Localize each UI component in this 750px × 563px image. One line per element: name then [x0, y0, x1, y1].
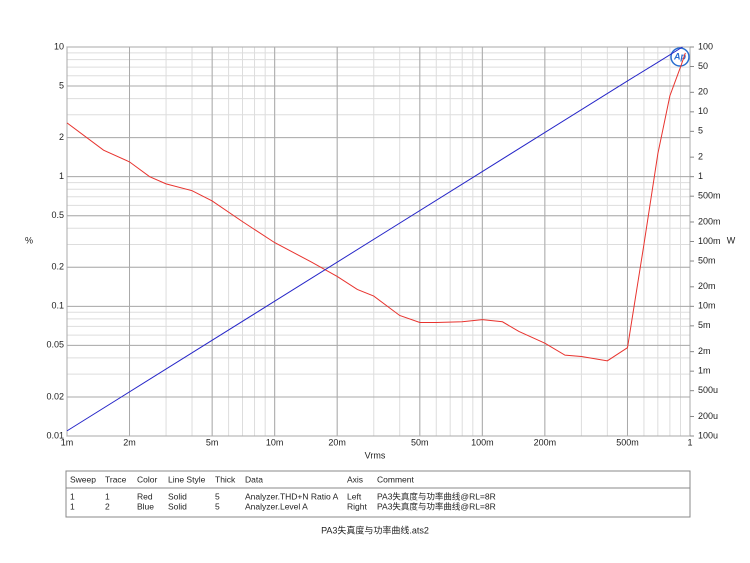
- table-cell: Left: [347, 491, 362, 501]
- logo: Ap: [670, 47, 690, 67]
- series-line: [66, 52, 686, 362]
- table-cell: Right: [347, 501, 367, 511]
- y2-tick-label: 50: [698, 61, 708, 71]
- table-cell: Solid: [168, 491, 187, 501]
- table-cell: Solid: [168, 501, 187, 511]
- x-tick-label: 500m: [616, 437, 639, 447]
- y2-tick-label: 500m: [698, 191, 721, 201]
- y-tick-label: 0.2: [51, 262, 64, 272]
- x-tick-label: 1m: [61, 437, 74, 447]
- table-header: Thick: [215, 474, 236, 484]
- y2-axis-label: W: [727, 235, 736, 245]
- x-axis-label: Vrms: [365, 450, 386, 460]
- logo-text: Ap: [673, 51, 686, 61]
- table-header: Trace: [105, 474, 127, 484]
- table-cell: Analyzer.THD+N Ratio A: [245, 491, 339, 501]
- y-tick-label: 0.5: [51, 210, 64, 220]
- y-axis-label: %: [25, 235, 33, 245]
- y-tick-label: 1: [59, 171, 64, 181]
- table-cell: 5: [215, 501, 220, 511]
- y2-tick-label: 50m: [698, 255, 716, 265]
- y2-tick-label: 5: [698, 126, 703, 136]
- y2-tick-label: 500u: [698, 385, 718, 395]
- legend-table: Sweep Trace Color Line Style Thick Data Axis Co…: [65, 470, 691, 518]
- y2-tick-label: 200m: [698, 216, 721, 226]
- table-cell: Red: [137, 491, 153, 501]
- table-header: Sweep: [70, 474, 96, 484]
- y2-tick-label: 100u: [698, 430, 718, 440]
- y2-tick-label: 20: [698, 87, 708, 97]
- table-cell: 2: [105, 501, 110, 511]
- series-line: [66, 46, 683, 432]
- grid: [66, 46, 691, 437]
- y-tick-label: 0.01: [46, 430, 64, 440]
- y2-tick-label: 10: [698, 106, 708, 116]
- table-border: [65, 470, 691, 518]
- y-tick-label: 0.02: [46, 391, 64, 401]
- table-header: Comment: [377, 474, 414, 484]
- table-cell: PA3失真度与功率曲线@RL=8R: [377, 501, 496, 511]
- x-tick-label: 50m: [411, 437, 429, 447]
- y-tick-label: 2: [59, 132, 64, 142]
- table-cell: 1: [105, 491, 110, 501]
- table-cell: 5: [215, 491, 220, 501]
- y2-tick-label: 1m: [698, 366, 711, 376]
- table-header: Line Style: [168, 474, 206, 484]
- x-tick-label: 2m: [123, 437, 136, 447]
- x-tick-label: 5m: [206, 437, 219, 447]
- x-tick-label: 10m: [266, 437, 284, 447]
- x-tick-label: 100m: [471, 437, 494, 447]
- y2-tick-label: 1: [698, 171, 703, 181]
- footer: PA3失真度与功率曲线.ats2: [321, 524, 429, 535]
- y2-tick-label: 2m: [698, 346, 711, 356]
- y2-tick-label: 20m: [698, 281, 716, 291]
- table-header: Data: [245, 474, 263, 484]
- table-cell: Analyzer.Level A: [245, 501, 308, 511]
- table-cell: 1: [70, 501, 75, 511]
- y2-tick-label: 100: [698, 41, 713, 51]
- y-tick-label: 10: [54, 41, 64, 51]
- y2-tick-label: 10m: [698, 301, 716, 311]
- table-cell: 1: [70, 491, 75, 501]
- y-tick-label: 0.1: [51, 301, 64, 311]
- table-header: Color: [137, 474, 157, 484]
- y2-tick-label: 2: [698, 152, 703, 162]
- table-cell: PA3失真度与功率曲线@RL=8R: [377, 491, 496, 501]
- y-tick-label: 0.05: [46, 340, 64, 350]
- y-tick-label: 5: [59, 80, 64, 90]
- y2-tick-label: 5m: [698, 320, 711, 330]
- x-tick-label: 1: [687, 437, 692, 447]
- y2-tick-label: 200u: [698, 411, 718, 421]
- x-tick-label: 200m: [534, 437, 557, 447]
- table-header: Axis: [347, 474, 363, 484]
- x-tick-label: 20m: [328, 437, 346, 447]
- table-cell: Blue: [137, 501, 154, 511]
- plot-area: [66, 46, 691, 437]
- y2-tick-label: 100m: [698, 236, 721, 246]
